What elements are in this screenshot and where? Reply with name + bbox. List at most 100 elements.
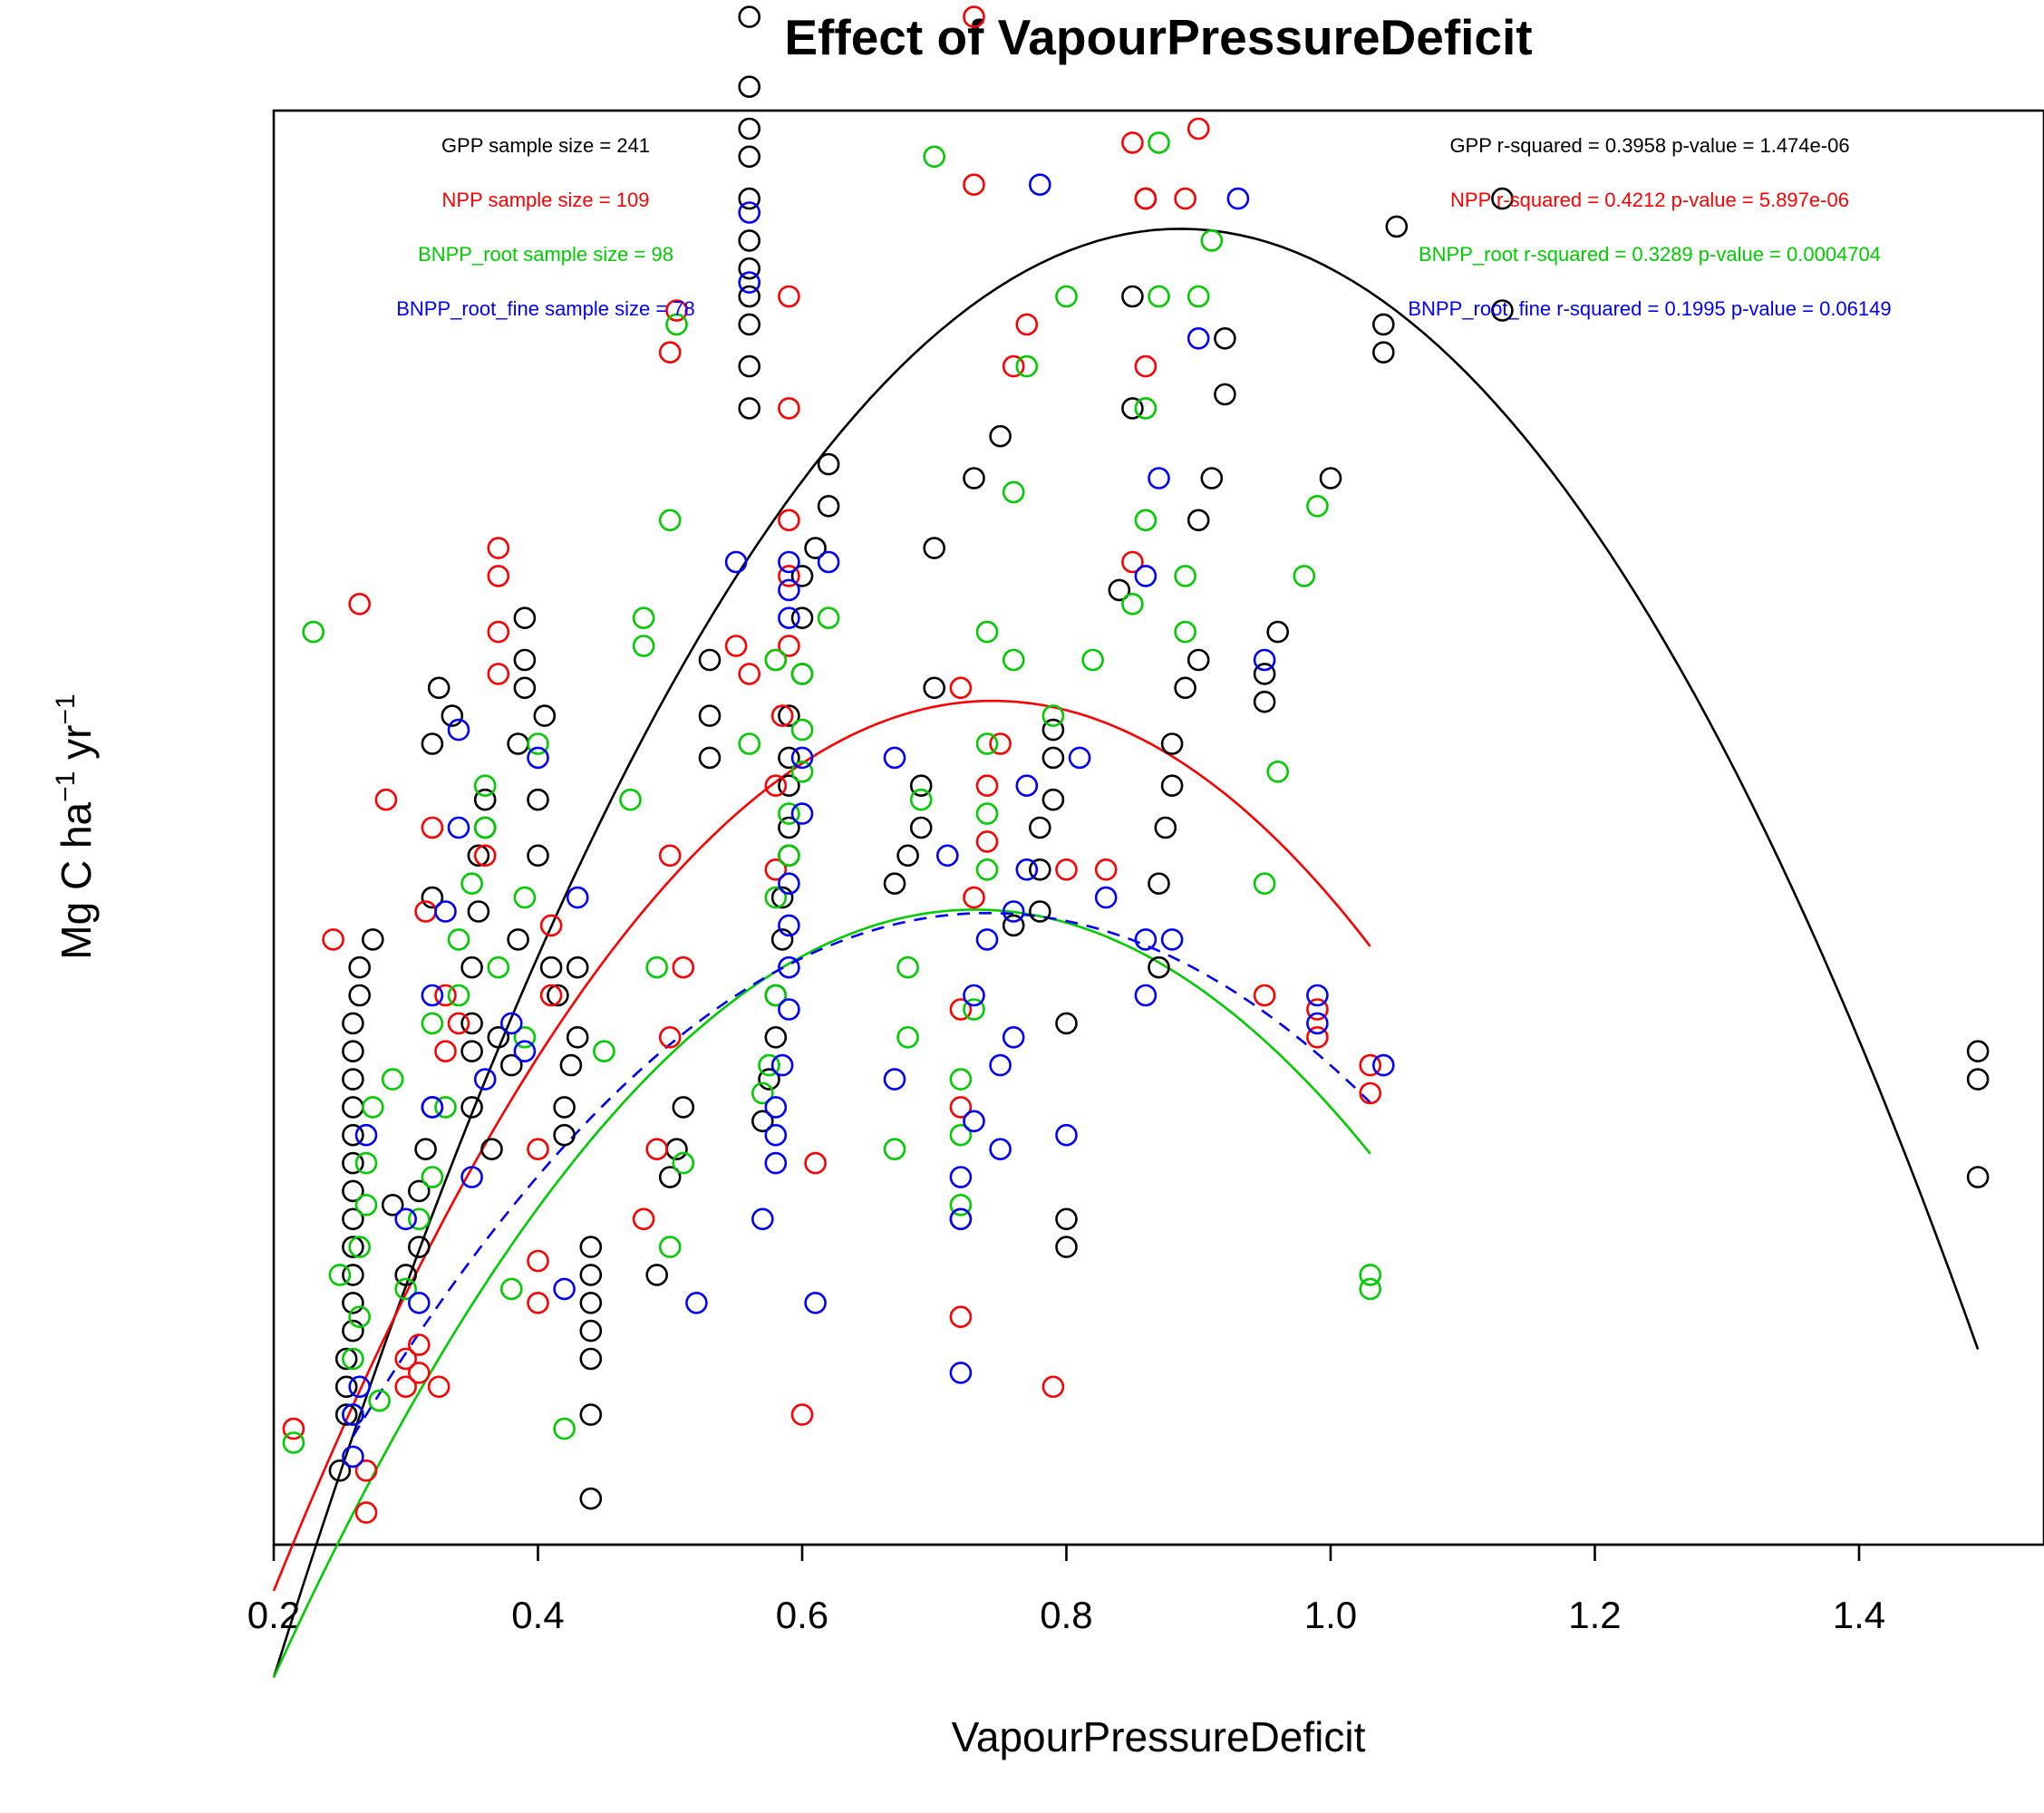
data-point: [460, 1166, 483, 1188]
y-axis-label-mid: yr: [53, 725, 100, 771]
data-point: [394, 1375, 418, 1399]
data-point: [361, 1096, 384, 1119]
data-point: [348, 955, 372, 979]
data-point: [334, 1347, 358, 1371]
data-point: [473, 816, 497, 839]
data-point: [632, 1207, 655, 1231]
data-point: [1015, 858, 1039, 881]
regression-text: BNPP_root_fine r-squared = 0.1995 p-valu…: [1408, 297, 1891, 320]
data-point: [527, 788, 549, 811]
data-point: [764, 1096, 788, 1119]
data-point: [354, 1123, 378, 1147]
x-tick-label: 0.2: [247, 1594, 300, 1636]
data-point: [1174, 187, 1196, 210]
data-point: [949, 1123, 973, 1147]
data-point: [1253, 690, 1276, 713]
data-point: [632, 635, 655, 657]
data-point: [1002, 648, 1025, 672]
data-point: [883, 872, 906, 896]
data-point: [975, 774, 999, 798]
data-point: [738, 229, 761, 252]
data-point: [738, 313, 761, 336]
data-point: [778, 285, 800, 308]
data-point: [579, 1347, 603, 1371]
data-point: [434, 900, 457, 923]
data-point: [473, 844, 497, 868]
data-point: [778, 816, 800, 839]
data-point: [1160, 774, 1184, 798]
data-point: [1094, 858, 1118, 881]
data-point: [770, 704, 794, 727]
data-point: [473, 788, 497, 811]
data-point: [1041, 718, 1065, 742]
data-point: [632, 606, 655, 630]
data-point: [467, 844, 490, 868]
data-point: [342, 1151, 364, 1175]
data-point: [1068, 746, 1091, 770]
data-point: [770, 928, 794, 951]
data-point: [1134, 397, 1158, 420]
data-point: [790, 746, 814, 770]
data-point: [778, 606, 800, 630]
data-point: [407, 1292, 431, 1314]
data-point: [1266, 760, 1289, 783]
regression-text: GPP r-squared = 0.3958 p-value = 1.474e-…: [1449, 134, 1849, 157]
data-point: [738, 354, 761, 378]
data-point: [1359, 1053, 1381, 1077]
data-point: [790, 663, 814, 685]
data-point: [342, 1012, 364, 1035]
data-point: [764, 648, 788, 672]
data-point: [724, 550, 748, 574]
data-point: [1293, 565, 1316, 587]
data-point: [790, 802, 814, 825]
data-point: [282, 1431, 305, 1454]
chart-title: Effect of VapourPressureDeficit: [784, 9, 1532, 65]
data-point: [1214, 383, 1236, 406]
data-point: [738, 117, 761, 141]
sample-size-text: GPP sample size = 241: [441, 134, 650, 157]
data-point: [758, 1053, 780, 1077]
sample-size-annotations: GPP sample size = 241 NPP sample size = 1…: [396, 134, 695, 320]
data-point: [1174, 565, 1196, 587]
data-point: [963, 984, 985, 1007]
data-point: [1359, 1264, 1381, 1286]
data-point: [460, 872, 483, 896]
data-point: [1121, 131, 1144, 154]
data-point: [1160, 928, 1184, 951]
data-point: [738, 397, 761, 420]
data-point: [975, 732, 999, 755]
data-point: [1174, 676, 1196, 700]
data-point: [342, 1445, 364, 1469]
data-point: [724, 635, 748, 657]
fit-curve-npp: [272, 699, 1371, 1592]
data-point: [394, 1264, 418, 1286]
data-point: [547, 984, 569, 1007]
data-point: [328, 1459, 352, 1482]
data-point: [923, 676, 945, 700]
data-point: [487, 620, 510, 644]
data-point: [738, 271, 761, 294]
data-point: [1134, 984, 1158, 1007]
data-point: [1002, 480, 1025, 504]
data-point: [513, 1040, 537, 1062]
data-point: [645, 1264, 669, 1286]
data-point: [817, 550, 840, 574]
data-point: [427, 676, 450, 700]
data-point: [751, 1081, 774, 1105]
data-point: [348, 1236, 372, 1258]
data-point: [421, 1166, 444, 1188]
data-point: [751, 1207, 774, 1231]
data-point: [963, 467, 985, 490]
x-tick-label: 1.0: [1304, 1594, 1357, 1636]
data-point: [487, 565, 510, 587]
data-point: [447, 928, 470, 951]
data-point: [804, 1292, 827, 1314]
data-point: [553, 1277, 576, 1301]
data-point: [513, 606, 537, 630]
data-point: [764, 1026, 788, 1049]
data-point: [790, 718, 814, 742]
data-point: [1966, 1040, 1990, 1062]
sample-size-text: BNPP_root_fine sample size = 78: [396, 297, 695, 320]
data-point: [1253, 663, 1276, 685]
data-point: [1306, 1012, 1329, 1035]
